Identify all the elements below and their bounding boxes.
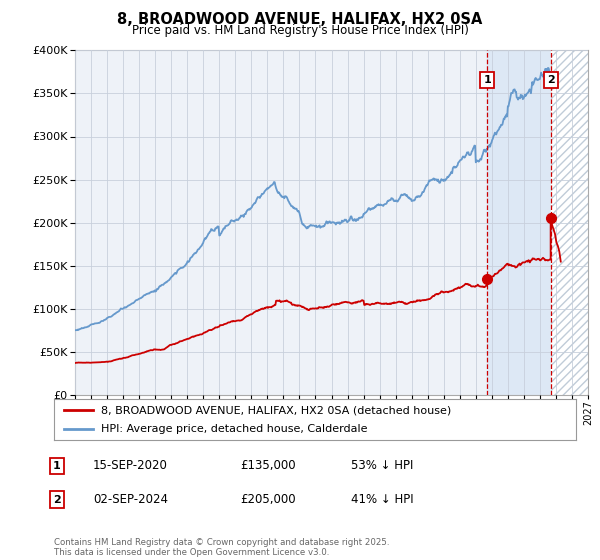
Text: 1: 1: [53, 461, 61, 471]
Text: 2: 2: [547, 74, 554, 85]
Text: Contains HM Land Registry data © Crown copyright and database right 2025.
This d: Contains HM Land Registry data © Crown c…: [54, 538, 389, 557]
Text: 8, BROADWOOD AVENUE, HALIFAX, HX2 0SA: 8, BROADWOOD AVENUE, HALIFAX, HX2 0SA: [118, 12, 482, 27]
Text: £135,000: £135,000: [240, 459, 296, 473]
Text: 53% ↓ HPI: 53% ↓ HPI: [351, 459, 413, 473]
Bar: [487, 50, 551, 395]
Text: 2: 2: [53, 494, 61, 505]
Text: 02-SEP-2024: 02-SEP-2024: [93, 493, 168, 506]
Bar: [551, 50, 588, 395]
Text: Price paid vs. HM Land Registry's House Price Index (HPI): Price paid vs. HM Land Registry's House …: [131, 24, 469, 36]
Text: HPI: Average price, detached house, Calderdale: HPI: Average price, detached house, Cald…: [101, 424, 367, 433]
Text: 15-SEP-2020: 15-SEP-2020: [93, 459, 168, 473]
Text: 1: 1: [483, 74, 491, 85]
Text: 8, BROADWOOD AVENUE, HALIFAX, HX2 0SA (detached house): 8, BROADWOOD AVENUE, HALIFAX, HX2 0SA (d…: [101, 405, 451, 415]
Text: 41% ↓ HPI: 41% ↓ HPI: [351, 493, 413, 506]
Bar: [551, 50, 588, 395]
Text: £205,000: £205,000: [240, 493, 296, 506]
